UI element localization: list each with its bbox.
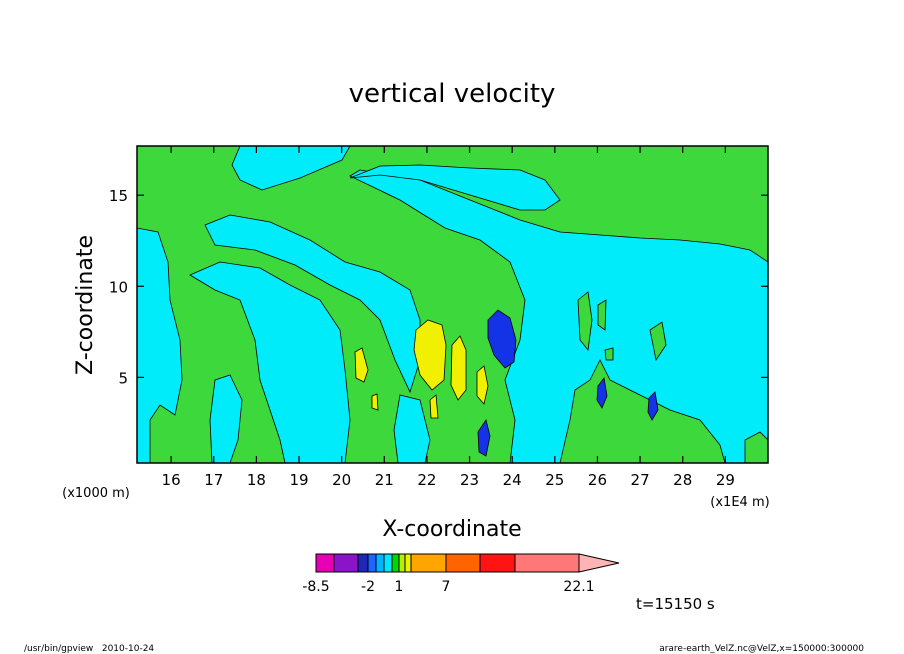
colorbar-label: 1 (395, 579, 404, 595)
colorbar-segment (410, 553, 447, 573)
region-blue-4 (647, 391, 659, 421)
footer-right: arare-earth_VelZ.nc@VelZ,x=150000:300000 (659, 644, 864, 654)
time-label: t=15150 s (636, 595, 715, 613)
region-green-blob2 (577, 291, 593, 351)
colorbar-segment (479, 553, 516, 573)
region-yellow-1 (413, 319, 447, 391)
region-blue-3 (596, 377, 608, 409)
region-green-blob6 (604, 347, 614, 361)
colorbar-segment (398, 553, 406, 573)
region-blue-2 (477, 419, 491, 457)
region-blue-1 (487, 309, 517, 369)
x-tick-label: 18 (247, 471, 266, 489)
x-tick-label: 20 (332, 471, 351, 489)
colorbar-segment (367, 553, 377, 573)
x-tick-label: 29 (716, 471, 735, 489)
region-cyan-top2 (349, 164, 561, 211)
region-green-blob4 (744, 431, 768, 463)
region-cyan-top (231, 146, 351, 191)
region-cyan-left (137, 227, 183, 463)
x-tick-label: 27 (631, 471, 650, 489)
y-tick-label: 5 (118, 369, 128, 387)
colorbar-segment (514, 553, 580, 573)
x-tick-label: 23 (460, 471, 479, 489)
region-yellow-5 (371, 393, 379, 411)
x-tick-label: 28 (673, 471, 692, 489)
y-tick-label: 15 (109, 187, 128, 205)
region-cyan-band1 (189, 261, 351, 463)
x-unit-label: (x1E4 m) (710, 495, 769, 510)
x-tick-label: 26 (588, 471, 607, 489)
colorbar-label: -2 (361, 579, 375, 595)
region-cyan-band4 (393, 394, 431, 463)
x-axis: 16 17 18 19 20 21 22 23 24 25 26 27 28 29 (162, 146, 735, 489)
x-axis-label: X-coordinate (382, 517, 521, 542)
region-yellow-3 (354, 347, 369, 383)
colorbar-segment (315, 553, 335, 573)
region-green-blob5 (597, 299, 607, 331)
x-tick-label: 22 (417, 471, 436, 489)
y-axis-label: Z-coordinate (73, 235, 98, 375)
region-cyan-band3 (209, 374, 243, 463)
plot-area (136, 145, 769, 464)
colorbar-segment (383, 553, 393, 573)
region-yellow-4 (476, 365, 489, 405)
colorbar-segment (333, 553, 359, 573)
colorbar-segment (357, 553, 369, 573)
colorbar-segment (404, 553, 412, 573)
x-tick-label: 25 (545, 471, 564, 489)
region-yellow-6 (429, 394, 439, 419)
colorbar-label: -8.5 (302, 579, 329, 595)
region-cyan-band2 (204, 214, 421, 394)
region-green-blob3 (649, 321, 667, 362)
y-unit-label: (x1000 m) (62, 486, 130, 501)
x-tick-label: 24 (503, 471, 522, 489)
colorbar-label: 22.1 (563, 579, 594, 595)
x-tick-label: 16 (162, 471, 181, 489)
contour-field (137, 146, 768, 463)
colorbar-label: 7 (442, 579, 451, 595)
x-tick-label: 19 (289, 471, 308, 489)
y-tick-label: 10 (109, 278, 128, 296)
footer-left: /usr/bin/gpview 2010-10-24 (24, 644, 154, 654)
region-yellow-2 (450, 335, 467, 401)
chart-title: vertical velocity (349, 79, 556, 109)
colorbar-segment (375, 553, 385, 573)
y-axis: 5 10 15 (109, 187, 768, 387)
x-tick-label: 17 (204, 471, 223, 489)
plot-frame (136, 145, 769, 464)
x-tick-label: 21 (375, 471, 394, 489)
colorbar-segment (391, 553, 400, 573)
colorbar: -8.5 -2 1 7 22.1 (302, 553, 620, 595)
colorbar-segment (445, 553, 481, 573)
colorbar-arrow (578, 553, 620, 573)
